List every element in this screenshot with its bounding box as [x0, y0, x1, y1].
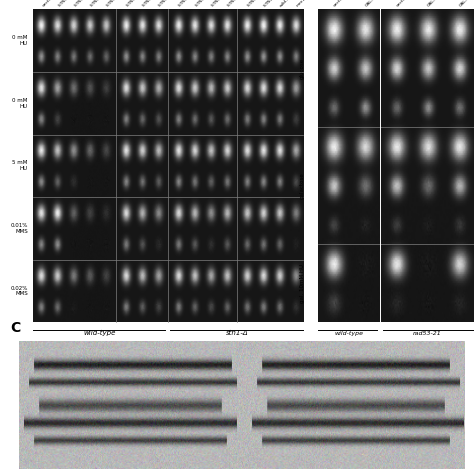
Text: GAL-STN1: GAL-STN1 — [427, 0, 445, 8]
Text: wild-type: wild-type — [83, 330, 116, 336]
Text: 0 mM
HU: 0 mM HU — [12, 98, 28, 109]
Text: vector: vector — [333, 0, 346, 8]
Text: stn1-Δ: stn1-Δ — [226, 330, 248, 336]
Text: STN1 187-494: STN1 187-494 — [90, 0, 115, 8]
Text: STN1 1-371: STN1 1-371 — [178, 0, 199, 8]
Text: rad53-21: rad53-21 — [413, 331, 441, 336]
Text: GAL-STN1: GAL-STN1 — [365, 0, 383, 8]
Text: STN1 1-186: STN1 1-186 — [210, 0, 231, 8]
Text: STN1 1-371: STN1 1-371 — [126, 0, 147, 8]
Text: 5 mM
HU: 5 mM HU — [12, 161, 28, 171]
Text: B: B — [283, 0, 294, 3]
Text: gal. 10mM HU: gal. 10mM HU — [300, 264, 305, 303]
Text: GAL-STN1²⁸⁸⁻⁴⁹⁴: GAL-STN1²⁸⁸⁻⁴⁹⁴ — [458, 0, 474, 8]
Text: 0 mM
HU: 0 mM HU — [12, 36, 28, 46]
Text: STN1 1-494: STN1 1-494 — [227, 0, 247, 8]
Text: mec1-21: mec1-21 — [295, 0, 311, 8]
Text: STN1 1-281: STN1 1-281 — [142, 0, 163, 8]
Text: 0.01%
MMS: 0.01% MMS — [10, 223, 28, 234]
Text: STN1 (CEN): STN1 (CEN) — [246, 0, 267, 8]
Text: galactose: galactose — [300, 172, 305, 199]
Text: STN1 1-494: STN1 1-494 — [57, 0, 78, 8]
Text: glucose: glucose — [300, 57, 305, 79]
Text: STN1 (2μ): STN1 (2μ) — [263, 0, 281, 8]
Text: 0.02%
MMS: 0.02% MMS — [10, 286, 28, 296]
Text: STN1 288-494: STN1 288-494 — [106, 0, 131, 8]
Text: A: A — [1, 0, 11, 3]
Text: STN1 173-494: STN1 173-494 — [73, 0, 98, 8]
Text: vector: vector — [41, 0, 54, 8]
Text: vector: vector — [396, 0, 409, 8]
Text: wild-type: wild-type — [279, 0, 296, 8]
Text: wild-type: wild-type — [334, 331, 364, 336]
Text: C: C — [10, 321, 20, 335]
Text: STN1 1-281: STN1 1-281 — [194, 0, 215, 8]
Text: STN1 1-186: STN1 1-186 — [158, 0, 179, 8]
